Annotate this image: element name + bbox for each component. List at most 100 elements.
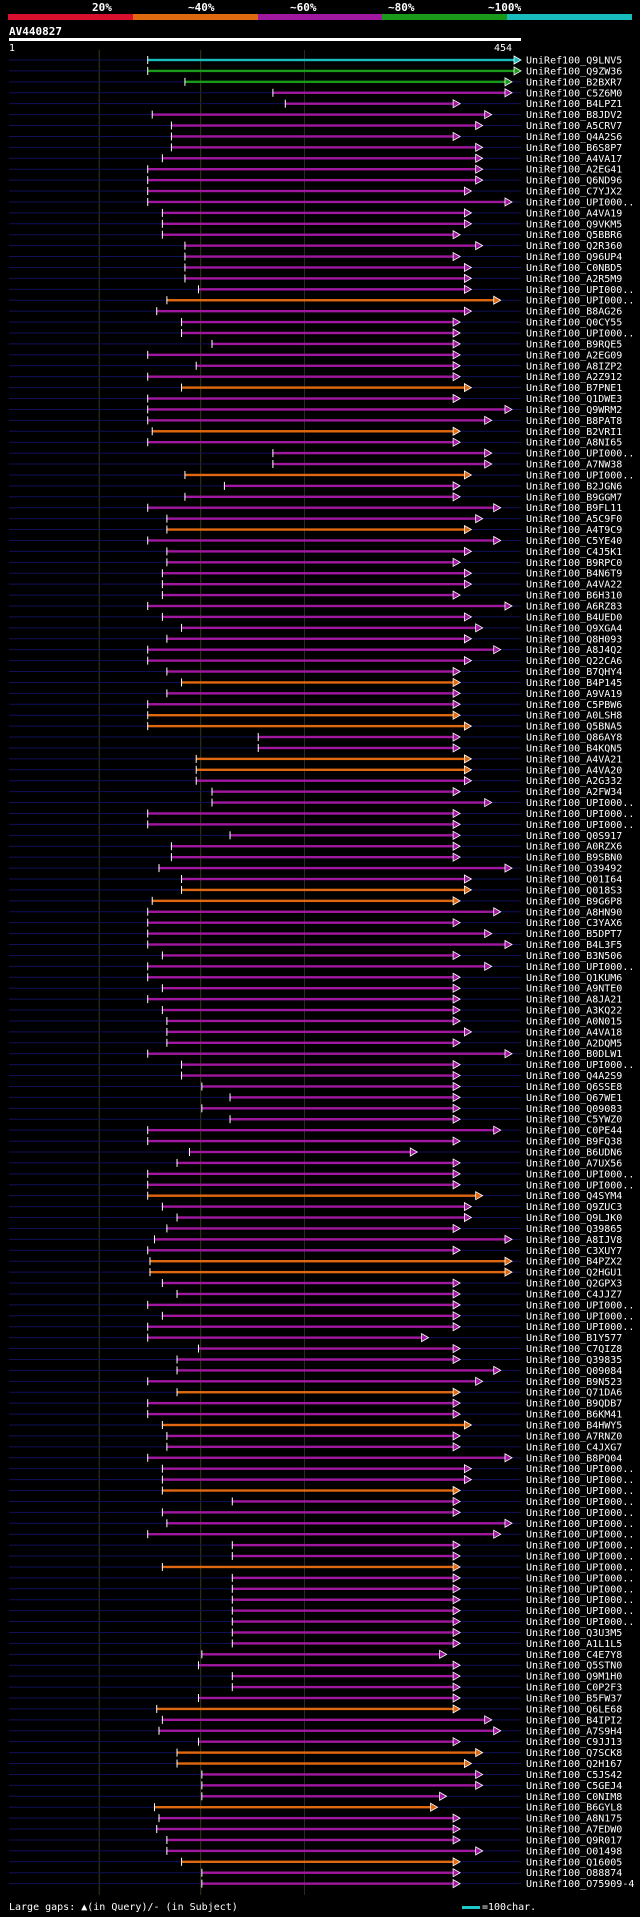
hit-row[interactable]: UniRef100_B6H310 (9, 590, 622, 602)
hit-row[interactable]: UniRef100_Q01I64 (9, 874, 622, 886)
hit-row[interactable]: UniRef100_Q0S917 (9, 830, 622, 842)
hit-row[interactable]: UniRef100_A7S9H4 (9, 1726, 622, 1737)
hit-row[interactable]: UniRef100_Q9R017 (9, 1835, 622, 1846)
hit-row[interactable]: UniRef100_A5CRV7 (9, 120, 622, 132)
hit-row[interactable]: UniRef100_Q2HGU1 (9, 1267, 622, 1279)
hit-row[interactable]: UniRef100_Q09083 (9, 1103, 622, 1115)
hit-row[interactable]: UniRef100_Q22CA6 (9, 655, 622, 667)
hit-row[interactable]: UniRef100_Q9LJK0 (9, 1212, 622, 1224)
hit-row[interactable]: UniRef100_UPI000.. (9, 1474, 634, 1486)
hit-row[interactable]: UniRef100_UPI000.. (9, 1496, 634, 1508)
hit-row[interactable]: UniRef100_A9NTE0 (9, 983, 622, 995)
hit-row[interactable]: UniRef100_A5C9F0 (9, 513, 622, 525)
hit-row[interactable]: UniRef100_Q2GPX3 (9, 1278, 622, 1290)
hit-row[interactable]: UniRef100_Q4A2S6 (9, 131, 622, 143)
hit-row[interactable]: UniRef100_C7YJX2 (9, 186, 622, 198)
hit-row[interactable]: UniRef100_A8NI65 (9, 437, 622, 449)
hit-row[interactable]: UniRef100_Q9M1H0 (9, 1671, 622, 1683)
hit-row[interactable]: UniRef100_A8IJV8 (9, 1234, 622, 1246)
hit-row[interactable]: UniRef100_A2R5M9 (9, 273, 622, 285)
hit-row[interactable]: UniRef100_A4VA19 (9, 208, 622, 219)
hit-row[interactable]: UniRef100_B9GGM7 (9, 492, 622, 503)
hit-row[interactable]: UniRef100_B9RPC0 (9, 557, 622, 569)
hit-row[interactable]: UniRef100_A0RZX6 (9, 841, 622, 853)
hit-row[interactable]: UniRef100_A4VA17 (9, 153, 622, 165)
hit-row[interactable]: UniRef100_B9G6P8 (9, 896, 622, 907)
hit-row[interactable]: UniRef100_Q9ZUC3 (9, 1201, 622, 1213)
hit-row[interactable]: UniRef100_UPI000.. (9, 1605, 634, 1617)
hit-row[interactable]: UniRef100_Q9XGA4 (9, 623, 622, 634)
hit-row[interactable]: UniRef100_B4UED0 (9, 612, 622, 623)
hit-row[interactable]: UniRef100_UPI000.. (9, 1518, 634, 1530)
hit-row[interactable]: UniRef100_C0NIM8 (9, 1791, 622, 1803)
hit-row[interactable]: UniRef100_A0N015 (9, 1016, 622, 1027)
hit-row[interactable]: UniRef100_Q018S3 (9, 885, 622, 896)
hit-row[interactable]: UniRef100_C3XUY7 (9, 1245, 622, 1257)
hit-row[interactable]: UniRef100_C4J5K1 (9, 546, 622, 558)
hit-row[interactable]: UniRef100_O88874 (9, 1868, 622, 1879)
hit-row[interactable]: UniRef100_UPI000.. (9, 448, 634, 460)
hit-row[interactable]: UniRef100_A7EDW0 (9, 1824, 622, 1836)
hit-row[interactable]: UniRef100_Q6LE68 (9, 1704, 622, 1715)
hit-row[interactable]: UniRef100_B6GYL8 (9, 1802, 622, 1814)
hit-row[interactable]: UniRef100_C5PBW6 (9, 699, 622, 711)
hit-row[interactable]: UniRef100_A2EG41 (9, 164, 622, 176)
hit-row[interactable]: UniRef100_Q9ZW36 (9, 66, 622, 77)
hit-row[interactable]: UniRef100_Q5STN0 (9, 1660, 622, 1672)
hit-row[interactable]: UniRef100_C4E7Y8 (9, 1649, 622, 1661)
hit-row[interactable]: UniRef100_UPI000.. (9, 1584, 634, 1595)
hit-row[interactable]: UniRef100_B3N506 (9, 950, 622, 962)
hit-row[interactable]: UniRef100_C0PE44 (9, 1125, 622, 1137)
hit-row[interactable]: UniRef100_Q6SSE8 (9, 1081, 622, 1093)
hit-row[interactable]: UniRef100_B8AG26 (9, 306, 622, 318)
hit-row[interactable]: UniRef100_B0DLW1 (9, 1049, 622, 1060)
hit-row[interactable]: UniRef100_B9RQE5 (9, 339, 622, 350)
hit-row[interactable]: UniRef100_UPI000.. (9, 1180, 634, 1191)
hit-row[interactable]: UniRef100_C0P2F3 (9, 1682, 622, 1694)
hit-row[interactable]: UniRef100_Q39492 (9, 863, 622, 875)
hit-row[interactable]: UniRef100_Q7SCK8 (9, 1747, 622, 1759)
hit-row[interactable]: UniRef100_B2VRI1 (9, 426, 622, 438)
hit-row[interactable]: UniRef100_Q67WE1 (9, 1092, 622, 1104)
hit-row[interactable]: UniRef100_Q9WRM2 (9, 404, 622, 416)
hit-row[interactable]: UniRef100_A2Z912 (9, 371, 622, 383)
hit-row[interactable]: UniRef100_Q09084 (9, 1365, 622, 1377)
hit-row[interactable]: UniRef100_UPI000.. (9, 797, 634, 809)
hit-row[interactable]: UniRef100_B2JGN6 (9, 481, 622, 492)
hit-row[interactable]: UniRef100_A4VA22 (9, 579, 622, 591)
hit-row[interactable]: UniRef100_A4T9C9 (9, 524, 622, 536)
hit-row[interactable]: UniRef100_UPI000.. (9, 1540, 634, 1552)
hit-row[interactable]: UniRef100_B9FQ38 (9, 1136, 622, 1148)
hit-row[interactable]: UniRef100_C5Z6M0 (9, 88, 622, 99)
hit-row[interactable]: UniRef100_UPI000.. (9, 1169, 634, 1180)
hit-row[interactable]: UniRef100_UPI000.. (9, 808, 634, 820)
hit-row[interactable]: UniRef100_Q2R360 (9, 240, 622, 252)
hit-row[interactable]: UniRef100_B4L3F5 (9, 939, 622, 951)
hit-row[interactable]: UniRef100_C5GEJ4 (9, 1780, 622, 1792)
hit-row[interactable]: UniRef100_A7UX56 (9, 1158, 622, 1169)
hit-row[interactable]: UniRef100_A2FW34 (9, 786, 622, 798)
hit-row[interactable]: UniRef100_A8N175 (9, 1813, 622, 1825)
hit-row[interactable]: UniRef100_UPI000.. (9, 328, 634, 340)
hit-row[interactable]: UniRef100_A7NW38 (9, 459, 622, 471)
hit-row[interactable]: UniRef100_B1Y577 (9, 1332, 622, 1344)
hit-row[interactable]: UniRef100_Q86AY8 (9, 732, 622, 744)
hit-row[interactable]: UniRef100_Q1DWE3 (9, 393, 622, 405)
hit-row[interactable]: UniRef100_Q4A2S9 (9, 1070, 622, 1082)
hit-row[interactable]: UniRef100_Q9VKM5 (9, 219, 622, 230)
hit-row[interactable]: UniRef100_A3KQ22 (9, 1005, 622, 1017)
hit-row[interactable]: UniRef100_B4LPZ1 (9, 98, 622, 110)
hit-row[interactable]: UniRef100_B6KM41 (9, 1409, 622, 1421)
hit-row[interactable]: UniRef100_A2G332 (9, 776, 622, 787)
hit-row[interactable]: UniRef100_C5YWZ0 (9, 1114, 622, 1126)
hit-row[interactable]: UniRef100_O01498 (9, 1846, 622, 1857)
hit-row[interactable]: UniRef100_B6UDN6 (9, 1147, 622, 1159)
hit-row[interactable]: UniRef100_A4VA20 (9, 765, 622, 776)
hit-row[interactable]: UniRef100_UPI000.. (9, 1562, 634, 1573)
hit-row[interactable]: UniRef100_A0LSH8 (9, 710, 622, 722)
hit-row[interactable]: UniRef100_B9QDB7 (9, 1398, 622, 1410)
hit-row[interactable]: UniRef100_C7QIZ8 (9, 1343, 622, 1355)
hit-row[interactable]: UniRef100_Q8H093 (9, 634, 622, 645)
hit-row[interactable]: UniRef100_B9SBN0 (9, 852, 622, 864)
hit-row[interactable]: UniRef100_A8IZP2 (9, 361, 622, 372)
